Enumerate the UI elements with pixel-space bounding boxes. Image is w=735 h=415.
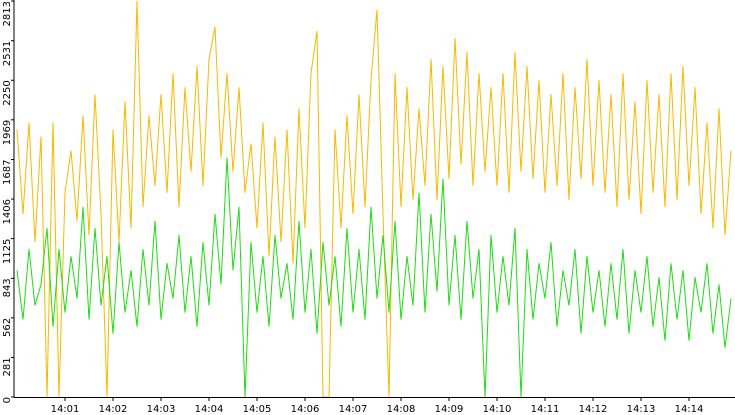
y-tick-label: 843: [2, 278, 13, 297]
series-line: [16, 0, 732, 398]
y-tick-label: 0: [2, 397, 13, 403]
x-tick-label: 14:07: [339, 404, 368, 415]
y-tick-label: 1687: [2, 160, 13, 185]
x-tick-label: 14:12: [579, 404, 608, 415]
y-tick-label: 2250: [2, 80, 13, 105]
y-tick-label: 1406: [2, 199, 13, 224]
x-tick-label: 14:02: [99, 404, 128, 415]
x-tick-label: 14:04: [195, 404, 224, 415]
y-tick-label: 1125: [2, 239, 13, 264]
x-tick-label: 14:09: [435, 404, 464, 415]
x-tick-label: 14:01: [51, 404, 80, 415]
y-tick-label: 1969: [2, 120, 13, 145]
x-tick-label: 14:10: [483, 404, 512, 415]
x-tick-label: 14:13: [627, 404, 656, 415]
x-tick-label: 14:08: [387, 404, 416, 415]
series-line: [16, 157, 732, 398]
x-tick-label: 14:03: [147, 404, 176, 415]
x-tick-label: 14:14: [675, 404, 704, 415]
y-tick-label: 2531: [2, 41, 13, 66]
y-tick-label: 562: [2, 318, 13, 337]
x-tick-label: 14:05: [243, 404, 272, 415]
y-tick-label: 281: [2, 357, 13, 376]
x-tick-label: 14:11: [531, 404, 560, 415]
y-tick-label: 2813: [2, 1, 13, 26]
x-tick-label: 14:06: [291, 404, 320, 415]
